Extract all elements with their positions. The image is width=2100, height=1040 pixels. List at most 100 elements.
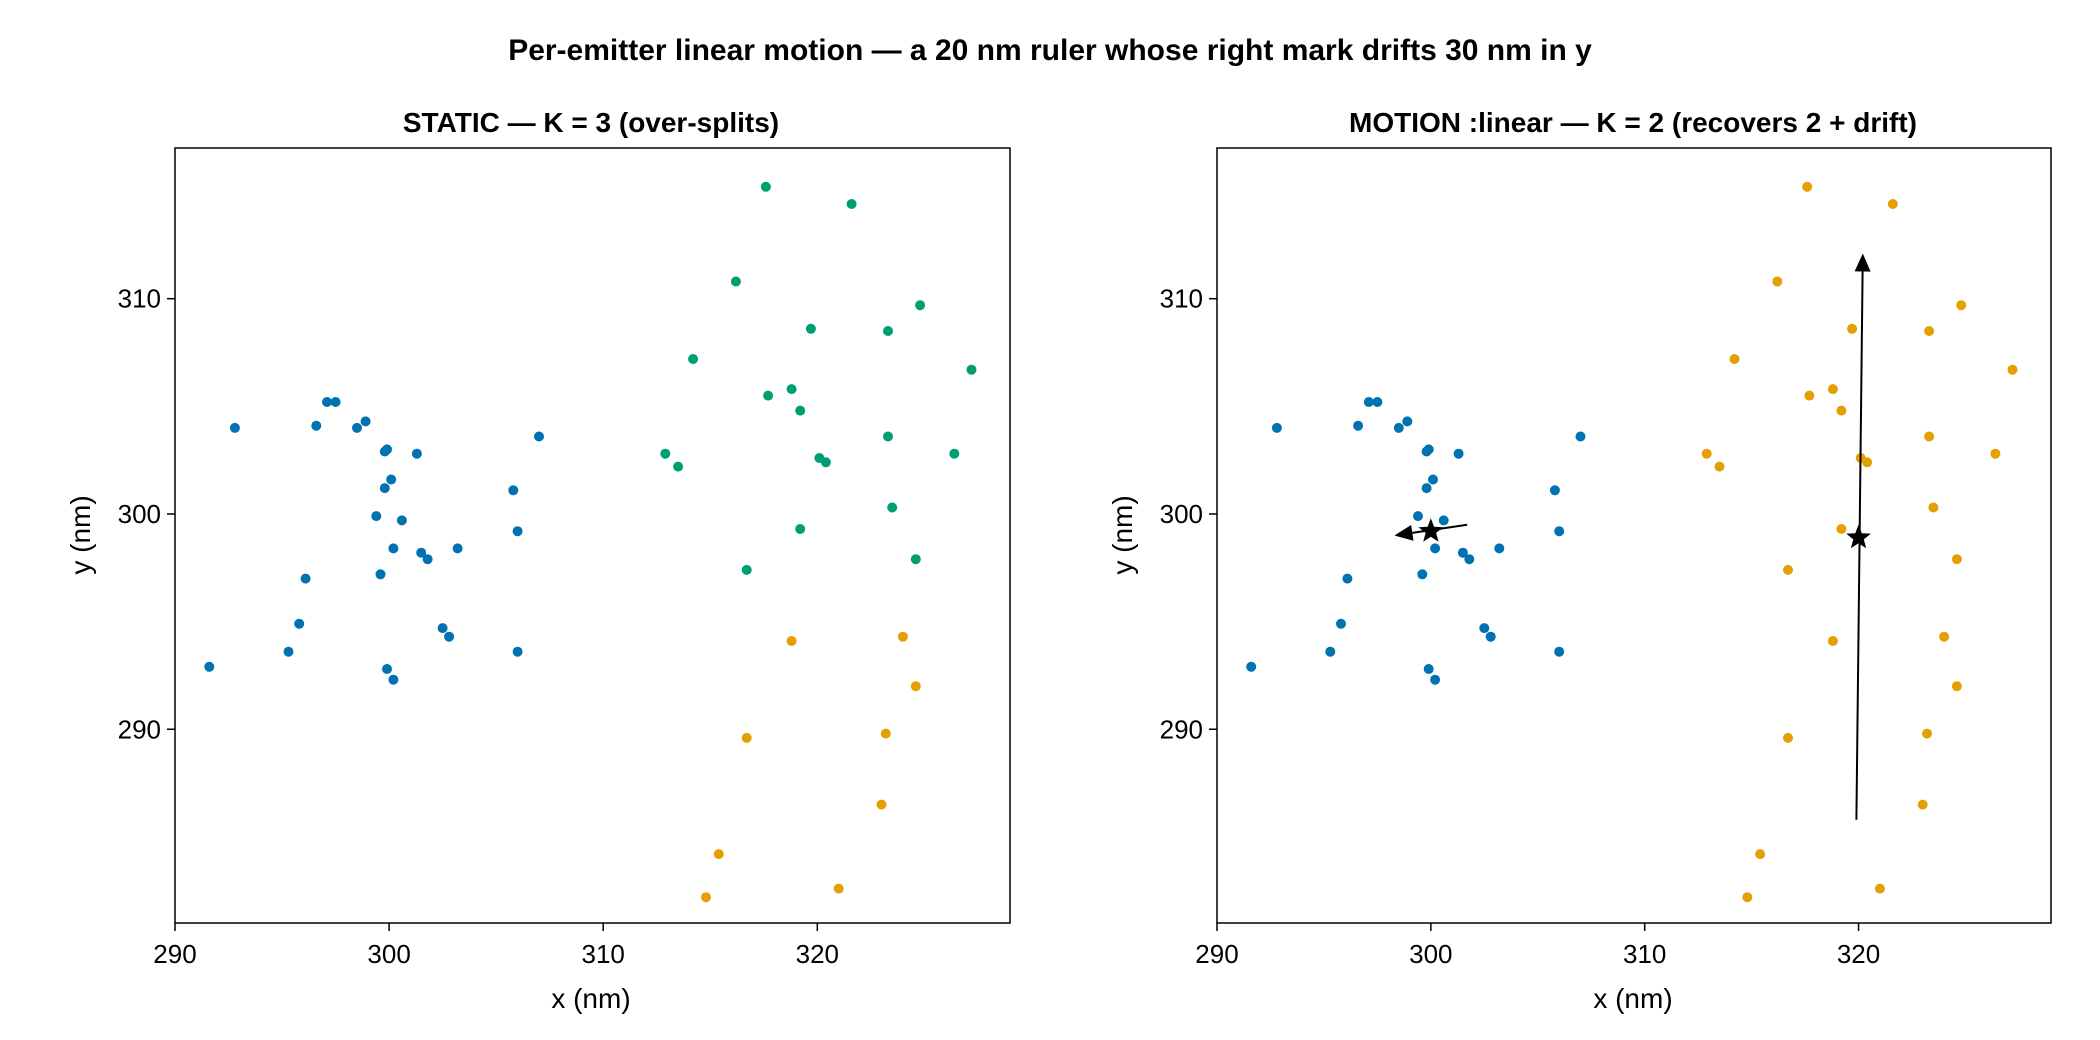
- motion-series-0-point: [1453, 448, 1464, 459]
- static-series-2-point: [897, 631, 908, 642]
- static-x-tick-label: 310: [582, 939, 625, 969]
- motion-series-1-point: [1924, 326, 1935, 336]
- static-series-2-point: [701, 892, 711, 903]
- motion-series-0-point: [1430, 543, 1441, 554]
- motion-series-0-point: [1423, 664, 1434, 674]
- static-series-2-point: [786, 636, 797, 646]
- static-series-1-point: [795, 405, 806, 416]
- static-series-0-point: [300, 573, 311, 584]
- static-series-0-point: [411, 448, 422, 459]
- static-series-0-point: [386, 474, 397, 485]
- motion-series-0-point: [1554, 646, 1565, 657]
- static-series-0-point: [229, 422, 240, 433]
- motion-x-tick-label: 290: [1195, 939, 1238, 969]
- static-plot-frame: [174, 147, 1011, 924]
- static-series-2-point: [880, 728, 891, 739]
- static-series-2-point: [741, 732, 752, 743]
- motion-drift-arrow-head: [1854, 253, 1871, 272]
- static-series-1-point: [760, 181, 771, 192]
- motion-series-1-point: [1827, 636, 1838, 646]
- motion-series-1-point: [1783, 564, 1793, 575]
- figure-title: Per-emitter linear motion — a 20 nm rule…: [508, 34, 1592, 67]
- static-series-0-point: [204, 661, 215, 672]
- static-series-1-point: [887, 502, 898, 513]
- static-series-0-point: [352, 422, 362, 433]
- static-series-0-point: [396, 515, 407, 526]
- motion-panel: MOTION :linear — K = 2 (recovers 2 + dri…: [1107, 107, 2052, 1014]
- motion-panel-title: MOTION :linear — K = 2 (recovers 2 + dri…: [1349, 107, 1917, 138]
- static-series-0-point: [388, 543, 399, 554]
- motion-series-0-point: [1336, 618, 1346, 629]
- static-plot-area: 290 300 310 320 290 300 310: [118, 147, 1011, 969]
- static-series-1-point: [846, 199, 857, 209]
- motion-series-1-point: [1836, 405, 1847, 416]
- static-y-axis-label: y (nm): [65, 495, 96, 574]
- motion-series-0-point: [1457, 547, 1468, 558]
- motion-series-1-point: [1887, 199, 1898, 209]
- static-series-0-point: [330, 397, 341, 407]
- static-series-0-point: [422, 554, 433, 565]
- static-series-0-point: [416, 547, 427, 558]
- motion-series-1-point: [1783, 732, 1793, 743]
- static-series-1-point: [660, 448, 671, 459]
- static-series-1-point: [795, 524, 806, 534]
- motion-series-0-point: [1363, 397, 1374, 407]
- motion-drift-arrow-line: [1855, 271, 1864, 820]
- motion-series-0-point: [1271, 422, 1282, 433]
- static-series-1-point: [673, 461, 684, 472]
- motion-series-0-point: [1372, 397, 1383, 407]
- motion-series-1-point: [1922, 728, 1932, 739]
- static-series-0-point: [382, 664, 392, 674]
- static-series-1-point: [730, 276, 741, 287]
- static-series-0-point: [283, 646, 294, 657]
- static-series-1-point: [883, 326, 893, 336]
- motion-series-0-point: [1423, 444, 1434, 455]
- static-series-1-point: [883, 431, 893, 442]
- motion-x-tick-label: 300: [1409, 939, 1452, 969]
- motion-series-1-point: [1802, 181, 1813, 192]
- motion-series-0-point: [1575, 431, 1586, 442]
- motion-series-0-point: [1438, 515, 1449, 526]
- static-series-0-point: [452, 543, 463, 554]
- static-series-1-point: [910, 554, 921, 565]
- static-series-0-point: [444, 631, 455, 642]
- motion-series-1-point: [1772, 276, 1783, 287]
- motion-center-star: [1418, 518, 1444, 542]
- motion-series-0-point: [1353, 420, 1364, 431]
- static-series-0-point: [382, 444, 392, 455]
- static-series-2-point: [713, 849, 724, 860]
- motion-series-1-point: [1847, 323, 1858, 334]
- motion-y-tick-label: 300: [1160, 499, 1203, 529]
- static-series-0-point: [322, 397, 332, 407]
- static-series-0-point: [379, 483, 390, 494]
- motion-series-1-point: [1862, 457, 1873, 468]
- motion-plot-frame: [1216, 147, 2052, 924]
- static-series-0-point: [508, 485, 519, 496]
- motion-x-tick-label: 320: [1837, 939, 1880, 969]
- motion-series-0-point: [1430, 674, 1441, 685]
- motion-x-axis-label: x (nm): [1593, 983, 1672, 1014]
- static-series-1-point: [820, 457, 831, 468]
- static-y-tick-label: 290: [118, 714, 161, 744]
- static-x-tick-label: 300: [367, 939, 410, 969]
- motion-series-1-point: [1714, 461, 1725, 472]
- static-series-0-point: [512, 646, 523, 657]
- static-series-1-point: [741, 564, 752, 575]
- motion-y-tick-label: 290: [1160, 714, 1203, 744]
- static-x-axis-label: x (nm): [551, 983, 630, 1014]
- motion-series-0-point: [1413, 511, 1423, 522]
- motion-series-1-point: [1917, 799, 1928, 810]
- static-panel-title: STATIC — K = 3 (over-splits): [403, 107, 779, 138]
- motion-center-star: [1846, 524, 1871, 549]
- motion-series-1-point: [1928, 502, 1939, 513]
- motion-series-0-point: [1402, 416, 1413, 427]
- motion-series-1-point: [1729, 354, 1740, 364]
- static-x-tick-label: 320: [796, 939, 839, 969]
- static-series-1-point: [915, 300, 926, 311]
- static-series-1-point: [949, 448, 960, 459]
- motion-series-1-point: [1742, 892, 1753, 903]
- motion-series-1-point: [1990, 448, 2001, 459]
- static-series-0-point: [360, 416, 371, 427]
- static-series-1-point: [805, 323, 816, 334]
